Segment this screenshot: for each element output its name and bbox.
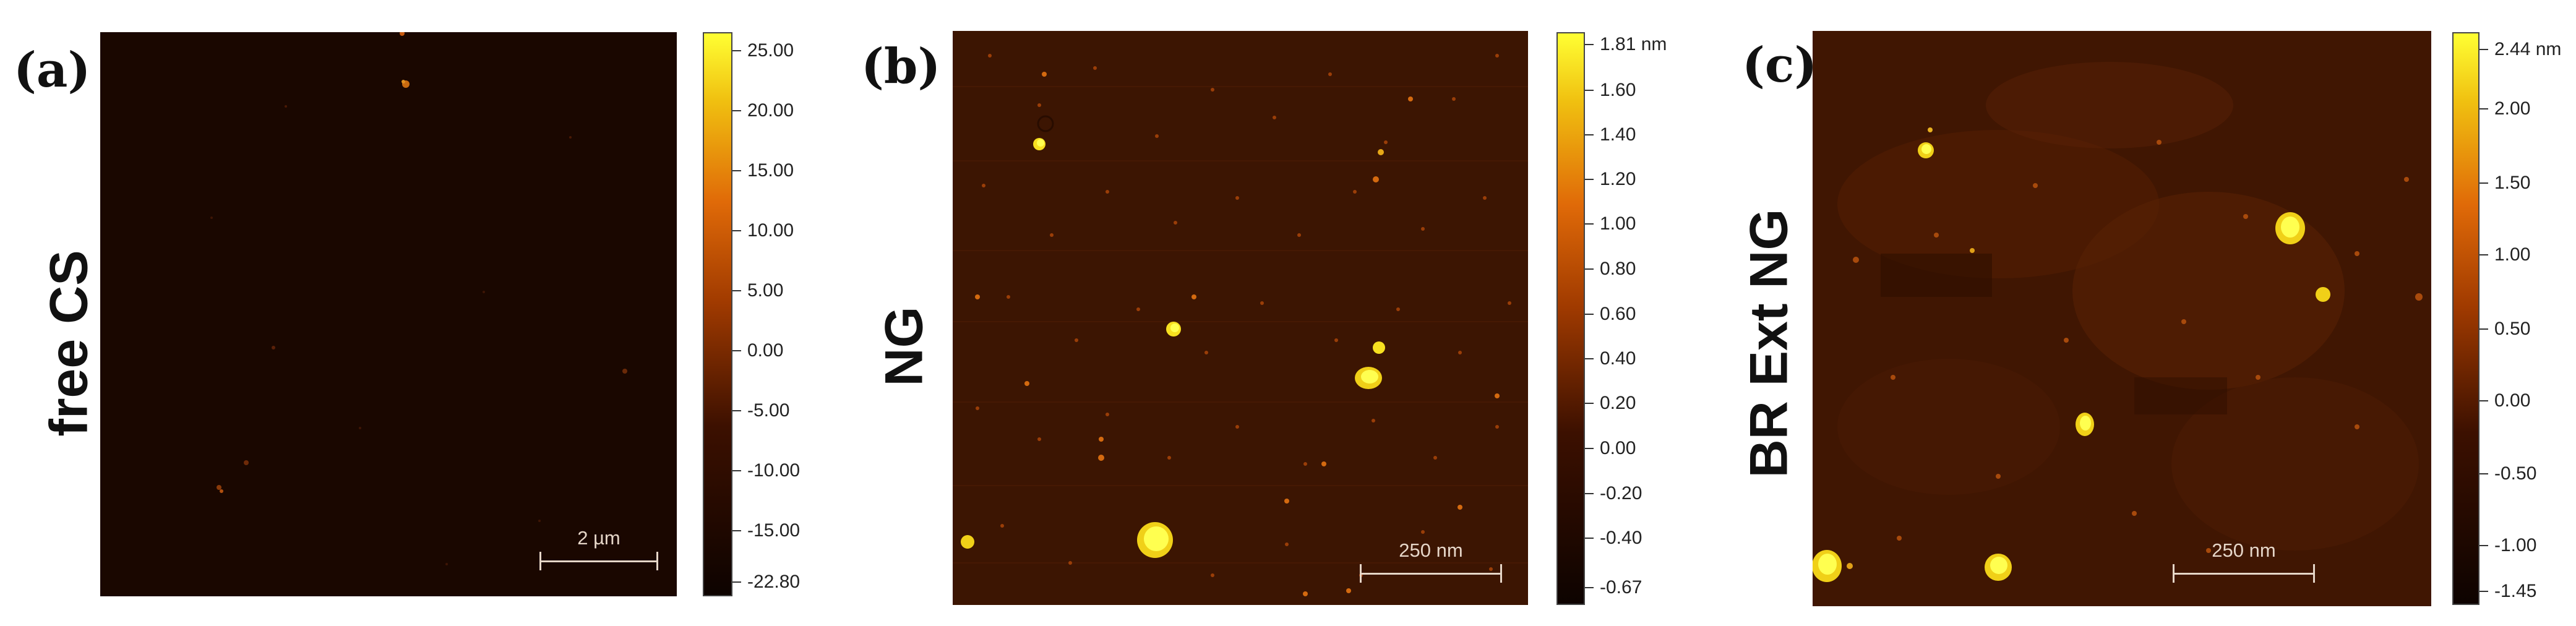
colorbar-c-ticks: 2.44 nm 2.00 1.50 1.00 0.50 0.00 -0.50 -… bbox=[2479, 0, 2576, 626]
colorbar-a-ticks: 25.00 20.00 15.00 10.00 5.00 0.00 -5.00 … bbox=[732, 0, 856, 626]
colorbar-b-tick: 1.20 bbox=[1585, 169, 1636, 190]
colorbar-b-tick: -0.20 bbox=[1585, 483, 1642, 504]
colorbar-c-tick-label: 0.50 bbox=[2494, 319, 2531, 339]
panel-a-side-label: free CS bbox=[39, 250, 99, 437]
colorbar-c-tick-label: -1.00 bbox=[2494, 535, 2537, 555]
colorbar-b-tick: 0.00 bbox=[1585, 438, 1636, 459]
colorbar-b-tick: -0.40 bbox=[1585, 528, 1642, 549]
colorbar-a-tick: -22.80 bbox=[732, 572, 800, 593]
panel-b-letter: (b) bbox=[861, 38, 941, 95]
panel-b-side-label: NG bbox=[874, 306, 934, 387]
colorbar-b-tick: 0.60 bbox=[1585, 304, 1636, 325]
scale-bar-c-line bbox=[2173, 564, 2315, 583]
colorbar-a-tick: 10.00 bbox=[732, 220, 794, 241]
scale-bar-b-label: 250 nm bbox=[1399, 539, 1463, 561]
colorbar-a-tick-label: 10.00 bbox=[747, 220, 794, 241]
colorbar-c-tick: 2.44 nm bbox=[2479, 39, 2561, 60]
colorbar-b-tick: 1.00 bbox=[1585, 213, 1636, 234]
scale-bar-c: 250 nm bbox=[2173, 539, 2315, 583]
colorbar-b-tick-label: 1.81 nm bbox=[1600, 34, 1667, 54]
colorbar-a-tick: 5.00 bbox=[732, 280, 783, 301]
afm-image-br-ext-ng: 250 nm bbox=[1813, 31, 2431, 606]
colorbar-a-tick: 20.00 bbox=[732, 100, 794, 121]
colorbar-c bbox=[2452, 32, 2479, 605]
afm-surface-c bbox=[1813, 31, 2431, 606]
colorbar-b-tick: 1.40 bbox=[1585, 124, 1636, 145]
colorbar-a-tick-label: 15.00 bbox=[747, 160, 794, 181]
panel-c-side-label: BR Ext NG bbox=[1739, 208, 1799, 478]
colorbar-b-tick: 0.80 bbox=[1585, 259, 1636, 280]
colorbar-c-tick: 2.00 bbox=[2479, 98, 2530, 119]
colorbar-c-tick: -1.00 bbox=[2479, 535, 2536, 556]
colorbar-c-tick-label: 1.00 bbox=[2494, 244, 2531, 265]
colorbar-c-tick-label: 1.50 bbox=[2494, 173, 2531, 193]
colorbar-c-tick-label: 2.44 nm bbox=[2494, 39, 2562, 59]
colorbar-a-tick: -5.00 bbox=[732, 400, 789, 421]
colorbar-b-tick-label: 0.20 bbox=[1600, 393, 1636, 413]
colorbar-a-tick: 0.00 bbox=[732, 340, 783, 361]
scale-bar-b: 250 nm bbox=[1360, 539, 1502, 583]
colorbar-a-tick-label: 25.00 bbox=[747, 40, 794, 61]
colorbar-a-tick-label: -10.00 bbox=[747, 460, 801, 481]
colorbar-c-tick: -0.50 bbox=[2479, 463, 2536, 484]
colorbar-c-tick-label: 0.00 bbox=[2494, 390, 2531, 411]
colorbar-b bbox=[1556, 32, 1585, 605]
colorbar-b-tick: 0.20 bbox=[1585, 393, 1636, 414]
scale-bar-a: 2 µm bbox=[539, 527, 658, 570]
colorbar-b-tick-label: -0.20 bbox=[1600, 483, 1642, 504]
colorbar-b-tick: 0.40 bbox=[1585, 348, 1636, 369]
colorbar-b-tick-label: 1.40 bbox=[1600, 124, 1636, 145]
colorbar-c-tick: 0.00 bbox=[2479, 390, 2530, 411]
colorbar-b-tick-label: 0.40 bbox=[1600, 348, 1636, 369]
colorbar-b-ticks: 1.81 nm 1.60 1.40 1.20 1.00 0.80 0.60 0.… bbox=[1585, 0, 1715, 626]
scale-bar-c-label: 250 nm bbox=[2212, 539, 2276, 561]
colorbar-b-tick-label: 0.80 bbox=[1600, 259, 1636, 279]
colorbar-a-tick: -10.00 bbox=[732, 460, 800, 481]
colorbar-b-tick-label: 1.20 bbox=[1600, 169, 1636, 189]
colorbar-a-tick: 15.00 bbox=[732, 160, 794, 181]
colorbar-c-tick: -1.45 bbox=[2479, 581, 2536, 602]
colorbar-b-tick-label: 1.60 bbox=[1600, 80, 1636, 100]
colorbar-a-tick: 25.00 bbox=[732, 40, 794, 61]
colorbar-b-tick-label: 1.00 bbox=[1600, 213, 1636, 234]
colorbar-c-tick-label: -1.45 bbox=[2494, 581, 2537, 601]
afm-surface-b bbox=[953, 31, 1528, 605]
scale-bar-a-line bbox=[539, 552, 658, 570]
colorbar-c-tick-label: -0.50 bbox=[2494, 463, 2537, 484]
colorbar-b-tick-label: -0.40 bbox=[1600, 528, 1642, 548]
colorbar-c-tick-label: 2.00 bbox=[2494, 98, 2531, 119]
afm-surface-a bbox=[210, 32, 627, 565]
colorbar-b-tick: -0.67 bbox=[1585, 577, 1642, 598]
afm-image-ng: 250 nm bbox=[953, 31, 1528, 605]
colorbar-b-tick: 1.81 nm bbox=[1585, 34, 1667, 55]
colorbar-a-tick-label: 20.00 bbox=[747, 100, 794, 121]
colorbar-a-tick: -15.00 bbox=[732, 520, 800, 541]
colorbar-a-tick-label: -15.00 bbox=[747, 520, 801, 541]
colorbar-a-tick-label: -22.80 bbox=[747, 572, 801, 592]
colorbar-b-tick: 1.60 bbox=[1585, 80, 1636, 101]
colorbar-c-tick: 0.50 bbox=[2479, 319, 2530, 340]
panel-c-letter: (c) bbox=[1742, 37, 1818, 93]
scale-bar-a-label: 2 µm bbox=[577, 527, 620, 549]
colorbar-a-tick-label: 0.00 bbox=[747, 340, 784, 361]
colorbar-a-tick-label: 5.00 bbox=[747, 280, 784, 301]
colorbar-b-tick-label: 0.00 bbox=[1600, 438, 1636, 458]
colorbar-b-tick-label: -0.67 bbox=[1600, 577, 1642, 598]
colorbar-a bbox=[703, 32, 732, 596]
scale-bar-b-line bbox=[1360, 564, 1502, 583]
panel-a-letter: (a) bbox=[14, 42, 91, 98]
colorbar-c-tick: 1.50 bbox=[2479, 173, 2530, 194]
afm-image-free-cs: 2 µm bbox=[100, 32, 677, 596]
colorbar-b-tick-label: 0.60 bbox=[1600, 304, 1636, 324]
colorbar-c-tick: 1.00 bbox=[2479, 244, 2530, 265]
colorbar-a-tick-label: -5.00 bbox=[747, 400, 790, 421]
